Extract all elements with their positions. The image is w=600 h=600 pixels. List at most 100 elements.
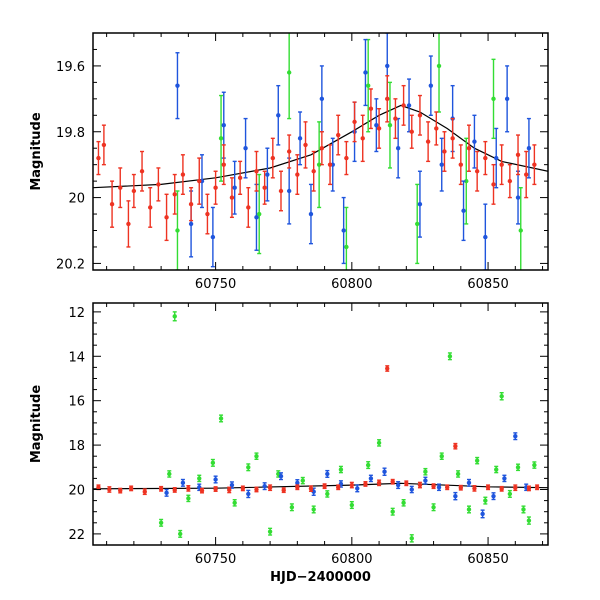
red-data-point	[197, 157, 202, 205]
blue-data-point	[483, 203, 488, 270]
green-data-point	[325, 490, 330, 498]
red-data-point	[352, 101, 357, 143]
red-data-point	[156, 167, 161, 202]
plot-area	[93, 311, 548, 543]
red-data-point	[425, 121, 431, 163]
red-data-point	[246, 187, 251, 228]
green-data-point	[197, 474, 202, 483]
red-data-point	[126, 200, 131, 248]
blue-data-point	[276, 84, 281, 146]
green-data-point	[526, 516, 532, 525]
green-data-point	[436, 33, 442, 113]
red-data-point	[180, 154, 186, 195]
red-data-point	[158, 485, 164, 492]
red-data-point	[128, 485, 134, 492]
red-data-point	[186, 485, 191, 492]
green-data-point	[447, 352, 453, 361]
red-data-point	[109, 180, 115, 228]
green-data-point	[311, 505, 316, 514]
blue-data-point	[278, 472, 284, 481]
blue-data-point	[480, 509, 485, 519]
red-data-point	[466, 124, 472, 172]
blue-data-point	[355, 484, 360, 493]
green-data-point	[515, 463, 521, 472]
green-data-point	[483, 496, 488, 505]
blue-data-point	[513, 432, 518, 441]
green-data-point	[246, 463, 251, 472]
green-data-point	[365, 461, 371, 470]
red-data-point	[254, 486, 259, 493]
red-data-point	[376, 108, 382, 149]
red-data-point	[164, 193, 169, 242]
x-axis-ticks	[106, 33, 544, 270]
blue-data-point	[265, 147, 270, 202]
red-data-point	[101, 124, 107, 166]
x-tick-label: 60750	[195, 277, 236, 292]
green-data-point	[390, 507, 395, 516]
blue-data-point	[382, 467, 387, 476]
red-data-point	[286, 134, 292, 169]
blue-data-point	[374, 98, 379, 153]
blue-series	[164, 432, 529, 519]
green-data-point	[172, 311, 177, 322]
blue-data-point	[466, 478, 472, 487]
green-data-point	[232, 499, 237, 507]
blue-data-point	[243, 117, 248, 179]
red-data-point	[213, 170, 218, 205]
blue-data-point	[428, 55, 434, 116]
green-data-point	[415, 183, 420, 265]
red-data-point	[515, 134, 521, 176]
red-data-point	[417, 481, 423, 489]
y-tick-label: 16	[68, 395, 85, 410]
red-data-point	[205, 193, 210, 235]
y-tick-label: 22	[68, 528, 85, 543]
blue-data-point	[417, 170, 423, 238]
blue-data-point	[406, 78, 412, 133]
red-data-point	[401, 84, 406, 126]
blue-data-point	[502, 474, 507, 483]
green-data-point	[365, 38, 371, 133]
y-tick-label: 14	[68, 350, 85, 365]
green-data-point	[158, 518, 164, 527]
green-data-point	[518, 187, 523, 270]
blue-data-point	[363, 38, 368, 107]
green-data-point	[256, 173, 262, 255]
green-data-point	[177, 529, 183, 538]
x-tick-label: 60800	[331, 277, 372, 292]
green-data-point	[210, 458, 216, 467]
green-data-point	[344, 206, 349, 270]
red-data-point	[142, 488, 147, 496]
blue-data-point	[246, 489, 251, 499]
blue-data-point	[286, 157, 292, 225]
green-data-point	[316, 121, 322, 209]
green-data-point	[218, 414, 224, 423]
green-data-point	[532, 461, 537, 469]
green-series	[158, 311, 537, 543]
green-data-point	[186, 494, 191, 503]
y-tick-label: 20.2	[56, 257, 85, 272]
green-data-point	[267, 527, 273, 536]
y-tick-label: 18	[68, 439, 85, 454]
green-data-point	[521, 505, 526, 514]
red-data-point	[281, 487, 286, 494]
red-series	[96, 75, 537, 248]
y-tick-label: 20	[68, 483, 85, 498]
x-tick-label: 60750	[195, 552, 236, 567]
red-data-point	[148, 187, 153, 228]
red-data-point	[322, 483, 327, 490]
green-data-point	[409, 534, 414, 543]
green-data-point	[349, 501, 355, 510]
red-data-point	[295, 484, 300, 491]
blue-data-point	[368, 474, 374, 483]
plot-area	[93, 33, 548, 270]
red-data-point	[96, 484, 101, 491]
x-axis-ticks	[106, 303, 544, 545]
red-data-point	[360, 114, 365, 163]
blue-data-point	[254, 183, 259, 251]
red-data-point	[107, 486, 112, 493]
top-light-curve-panel: 60750 60800 60850 19.6 19.8 20 20.2 Magnitude	[29, 32, 549, 292]
red-data-point	[237, 160, 243, 195]
green-data-point	[439, 452, 444, 461]
red-data-point	[524, 150, 529, 199]
blue-data-point	[213, 475, 218, 484]
